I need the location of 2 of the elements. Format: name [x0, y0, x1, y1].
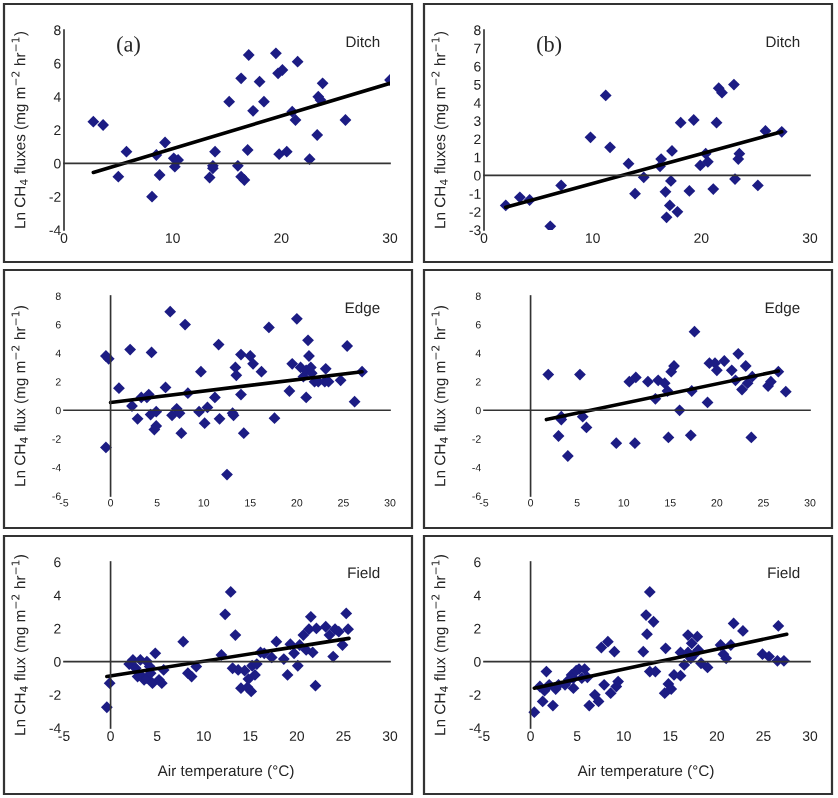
annotation: (b) [537, 36, 562, 57]
annotation: (a) [117, 36, 140, 57]
